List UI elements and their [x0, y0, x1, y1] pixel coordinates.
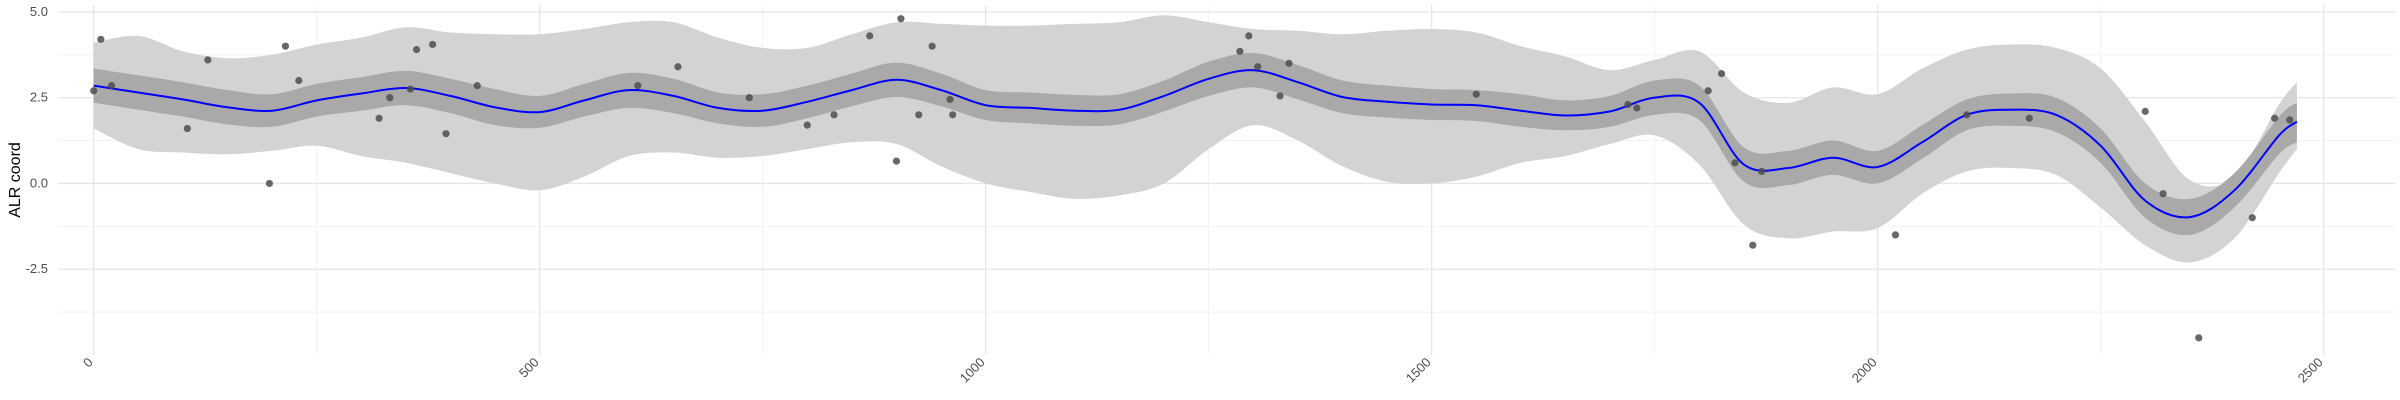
y-tick-label: -2.5 — [26, 261, 48, 276]
data-point — [928, 42, 936, 50]
data-point — [915, 111, 923, 119]
data-point — [97, 35, 105, 43]
data-point — [2159, 190, 2167, 198]
data-point — [2286, 116, 2294, 124]
data-point — [442, 130, 450, 138]
outer-confidence-band — [93, 15, 2297, 263]
x-tick-label: 2500 — [2295, 355, 2326, 386]
data-point — [830, 111, 838, 119]
data-point — [1633, 104, 1641, 112]
y-axis-tick-labels: 5.0 2.5 0.0 -2.5 — [26, 4, 48, 276]
data-point — [634, 82, 642, 90]
data-point — [2248, 214, 2256, 222]
observation-points — [90, 15, 2294, 342]
data-point — [1285, 59, 1293, 67]
data-point — [674, 63, 682, 71]
data-point — [1717, 70, 1726, 78]
data-point — [412, 46, 421, 54]
data-point — [406, 85, 414, 93]
data-point — [1472, 90, 1480, 98]
data-point — [897, 15, 905, 23]
x-tick-label: 500 — [516, 355, 542, 381]
data-point — [281, 42, 290, 50]
y-tick-label: 2.5 — [30, 90, 48, 105]
data-point — [1758, 167, 1766, 176]
data-point — [949, 111, 957, 119]
x-tick-label: 2000 — [1849, 355, 1880, 386]
data-point — [2195, 334, 2203, 342]
data-point — [803, 121, 811, 129]
data-point — [1749, 241, 1757, 249]
data-point — [892, 157, 901, 165]
data-point — [1891, 231, 1900, 239]
data-point — [2270, 114, 2279, 122]
data-point — [1704, 87, 1712, 95]
data-point — [429, 40, 437, 49]
y-tick-label: 0.0 — [30, 175, 48, 190]
data-point — [1276, 92, 1284, 100]
data-point — [1245, 32, 1253, 40]
x-tick-label: 1500 — [1403, 355, 1434, 386]
data-point — [1963, 111, 1971, 119]
y-tick-label: 5.0 — [30, 4, 48, 19]
x-tick-label: 1000 — [957, 355, 988, 386]
data-point — [866, 32, 874, 40]
x-axis-tick-labels: 0 500 1000 1500 2000 2500 — [80, 355, 2326, 386]
smoothed-trend-line — [93, 69, 2298, 219]
data-point — [473, 82, 481, 90]
data-point — [183, 124, 191, 133]
data-point — [1254, 63, 1262, 71]
data-point — [946, 95, 954, 103]
data-point — [1236, 47, 1244, 55]
data-point — [265, 179, 274, 188]
inner-confidence-band — [93, 52, 2297, 236]
data-point — [90, 87, 98, 95]
data-point — [204, 56, 212, 64]
data-point — [375, 114, 383, 122]
data-point — [1624, 100, 1632, 109]
data-point — [1731, 159, 1739, 167]
x-tick-label: 0 — [80, 355, 96, 371]
data-point — [2141, 107, 2149, 115]
y-axis-title: ALR coord — [7, 142, 24, 218]
data-point — [745, 94, 753, 102]
data-point — [386, 94, 394, 102]
data-point — [107, 82, 116, 90]
data-point — [2025, 114, 2033, 122]
data-point — [295, 76, 303, 85]
